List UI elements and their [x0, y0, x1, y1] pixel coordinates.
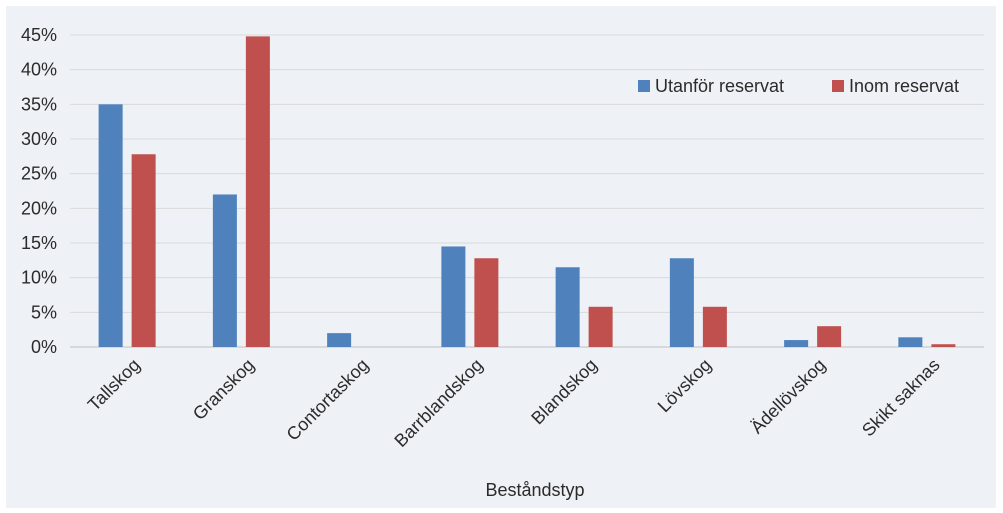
x-tick-label: Tallskog — [84, 355, 144, 415]
legend-label: Utanför reservat — [655, 76, 784, 96]
bar-utanfor-0 — [98, 104, 123, 347]
y-tick-label: 15% — [21, 233, 57, 253]
chart-area — [6, 6, 996, 508]
legend-swatch — [638, 80, 650, 92]
bar-inom-3 — [474, 258, 499, 347]
y-tick-label: 40% — [21, 60, 57, 80]
legend-swatch — [832, 80, 844, 92]
y-tick-label: 20% — [21, 198, 57, 218]
bar-inom-5 — [702, 306, 727, 347]
bar-inom-6 — [817, 326, 842, 347]
y-tick-label: 25% — [21, 164, 57, 184]
x-tick-label: Skikt saknas — [858, 355, 944, 441]
y-tick-label: 10% — [21, 268, 57, 288]
bar-utanfor-2 — [327, 333, 352, 347]
bar-utanfor-4 — [555, 267, 580, 347]
bar-utanfor-6 — [784, 340, 809, 347]
x-axis-title: Beståndstyp — [485, 480, 584, 500]
x-tick-label: Ädellövskog — [747, 355, 830, 438]
bars — [98, 36, 956, 348]
y-tick-label: 35% — [21, 94, 57, 114]
x-axis-labels: Tallskog Granskog Contortaskog Barrblandsko… — [84, 355, 944, 451]
bar-utanfor-3 — [441, 246, 466, 347]
bar-inom-7 — [931, 344, 956, 347]
gridlines — [70, 34, 984, 348]
bar-utanfor-7 — [898, 337, 923, 347]
x-tick-label: Blandskog — [527, 355, 601, 429]
bar-utanfor-1 — [212, 194, 237, 347]
bar-inom-4 — [588, 306, 613, 347]
x-tick-label: Contortaskog — [283, 355, 373, 445]
x-tick-label: Barrblandskog — [390, 355, 486, 451]
y-tick-label: 30% — [21, 129, 57, 149]
y-tick-label: 5% — [31, 302, 57, 322]
legend-label: Inom reservat — [849, 76, 959, 96]
y-tick-label: 45% — [21, 25, 57, 45]
x-tick-label: Lövskog — [654, 355, 716, 417]
x-tick-label: Granskog — [189, 355, 258, 424]
legend: Utanför reservat Inom reservat — [638, 76, 959, 96]
bar-inom-0 — [131, 154, 156, 347]
y-axis-ticks: 0% 5% 10% 15% 20% 25% 30% 35% 40% 45% — [21, 25, 57, 357]
bar-utanfor-5 — [669, 258, 694, 347]
bar-inom-1 — [245, 36, 270, 348]
y-tick-label: 0% — [31, 337, 57, 357]
